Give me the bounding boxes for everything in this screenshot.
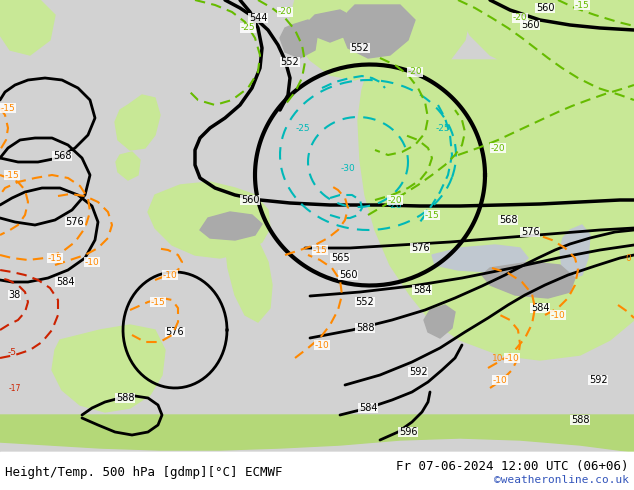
- Text: 584: 584: [359, 403, 377, 413]
- Text: -10: -10: [505, 353, 519, 363]
- Polygon shape: [200, 212, 262, 240]
- Polygon shape: [358, 60, 634, 360]
- Text: 576: 576: [521, 227, 540, 237]
- Text: 552: 552: [356, 297, 374, 307]
- Text: 584: 584: [531, 303, 549, 313]
- Text: ©weatheronline.co.uk: ©weatheronline.co.uk: [494, 475, 629, 485]
- Text: 544: 544: [249, 13, 268, 23]
- Text: -20: -20: [408, 68, 422, 76]
- Polygon shape: [148, 182, 270, 258]
- Text: 565: 565: [331, 253, 349, 263]
- Polygon shape: [308, 10, 355, 42]
- Polygon shape: [115, 95, 160, 150]
- Text: -15: -15: [313, 245, 327, 254]
- Polygon shape: [280, 20, 318, 58]
- Text: 596: 596: [399, 427, 417, 437]
- Text: 552: 552: [351, 43, 370, 53]
- Text: 584: 584: [56, 277, 74, 287]
- Text: 560: 560: [521, 20, 540, 30]
- Text: 584: 584: [413, 285, 431, 295]
- Polygon shape: [340, 5, 415, 58]
- Text: 576: 576: [165, 327, 184, 337]
- Text: -10: -10: [163, 270, 178, 279]
- Text: 576: 576: [66, 217, 84, 227]
- Text: -10: -10: [493, 375, 507, 385]
- Polygon shape: [450, 0, 634, 85]
- Text: -20: -20: [513, 14, 527, 23]
- Text: -20: -20: [387, 196, 403, 204]
- Polygon shape: [560, 225, 590, 278]
- Text: -25: -25: [436, 123, 450, 132]
- Text: -15: -15: [574, 0, 590, 9]
- Text: -25: -25: [295, 123, 310, 132]
- Text: 588: 588: [116, 393, 134, 403]
- Text: -20: -20: [278, 7, 292, 17]
- Text: 560: 560: [339, 270, 357, 280]
- Polygon shape: [116, 152, 140, 180]
- Polygon shape: [290, 0, 395, 80]
- Text: 560: 560: [241, 195, 259, 205]
- Polygon shape: [355, 0, 470, 75]
- Polygon shape: [424, 305, 455, 338]
- Text: 568: 568: [53, 151, 71, 161]
- Polygon shape: [0, 0, 55, 55]
- Text: -20: -20: [491, 144, 505, 152]
- Polygon shape: [226, 238, 272, 322]
- Text: -15: -15: [1, 103, 15, 113]
- Text: -30: -30: [340, 164, 356, 172]
- Text: 592: 592: [409, 367, 427, 377]
- Text: -20: -20: [387, 200, 403, 210]
- Text: 576: 576: [411, 243, 429, 253]
- Text: -15: -15: [4, 171, 20, 179]
- Text: -15: -15: [151, 297, 165, 307]
- Text: Height/Temp. 500 hPa [gdmp][°C] ECMWF: Height/Temp. 500 hPa [gdmp][°C] ECMWF: [5, 466, 283, 479]
- Text: 10: 10: [492, 353, 504, 363]
- Text: -5: -5: [8, 347, 16, 357]
- Polygon shape: [0, 415, 634, 452]
- Bar: [0, 452, 634, 490]
- Text: -10: -10: [550, 311, 566, 319]
- Text: 552: 552: [281, 57, 299, 67]
- Text: -17: -17: [9, 384, 21, 392]
- Text: 588: 588: [571, 415, 589, 425]
- Polygon shape: [432, 245, 528, 272]
- Text: 560: 560: [536, 3, 554, 13]
- Text: 588: 588: [356, 323, 374, 333]
- Text: 38: 38: [8, 290, 20, 300]
- Text: Fr 07-06-2024 12:00 UTC (06+06): Fr 07-06-2024 12:00 UTC (06+06): [396, 460, 629, 472]
- Bar: [0, 452, 634, 490]
- Text: 568: 568: [499, 215, 517, 225]
- Text: -10: -10: [84, 258, 100, 267]
- Text: -10: -10: [314, 341, 330, 349]
- Polygon shape: [482, 262, 575, 298]
- Text: -25: -25: [241, 24, 256, 32]
- Text: -15: -15: [48, 253, 62, 263]
- Text: -15: -15: [425, 211, 439, 220]
- Polygon shape: [52, 325, 165, 412]
- Text: 592: 592: [589, 375, 607, 385]
- Text: 0: 0: [625, 253, 631, 263]
